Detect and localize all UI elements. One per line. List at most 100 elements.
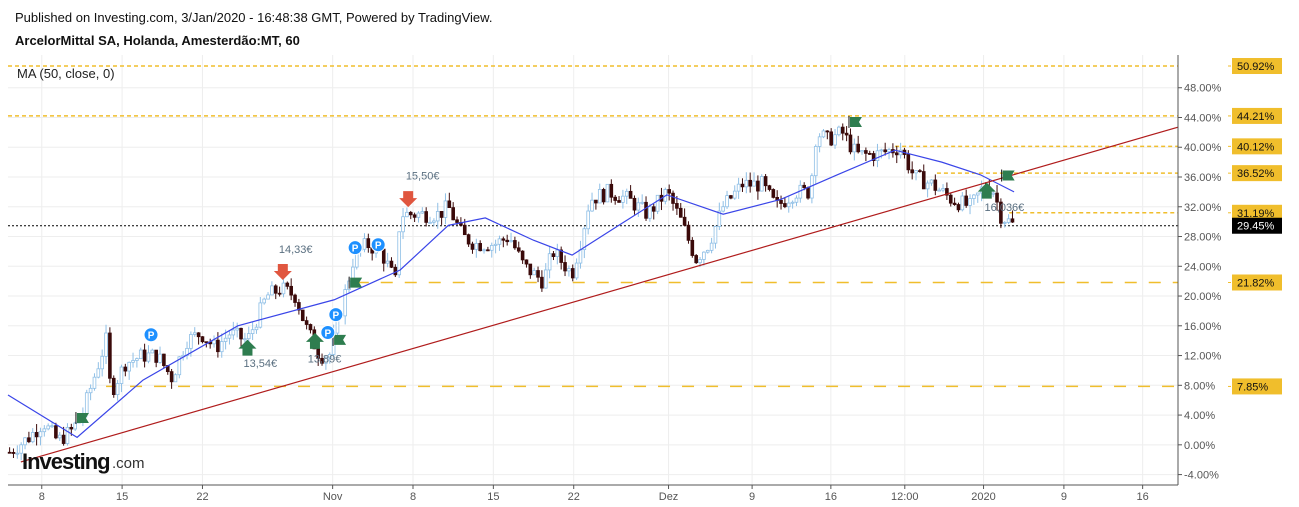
- candle-body: [698, 259, 702, 264]
- candle-body: [239, 327, 243, 340]
- y-tick-label: 40.00%: [1184, 142, 1222, 154]
- candle-body: [721, 206, 725, 212]
- p-marker-icon: [370, 237, 386, 253]
- candle-body: [594, 199, 598, 204]
- x-tick-label: 12:00: [891, 491, 919, 503]
- candle-body: [19, 444, 23, 454]
- candle-body: [343, 289, 347, 317]
- p-marker-label: P: [324, 328, 331, 339]
- candle-body: [277, 292, 282, 295]
- sell-arrow-icon: [273, 263, 292, 280]
- flag-icon: [334, 334, 347, 345]
- level-label-bg: [1232, 107, 1282, 124]
- price-annotation: 13,54€: [243, 358, 277, 370]
- candle-body: [169, 371, 174, 383]
- candle-body: [216, 339, 220, 353]
- candle-body: [648, 206, 652, 219]
- candle-body: [474, 243, 479, 250]
- p-marker-icon: [328, 307, 344, 323]
- candle-body: [829, 131, 833, 146]
- candle-body: [628, 190, 633, 199]
- candle-body: [817, 136, 822, 147]
- x-tick-label: 22: [568, 491, 580, 503]
- candle-body: [196, 332, 201, 338]
- candle-body: [975, 192, 980, 196]
- y-tick-label: 24.00%: [1184, 261, 1222, 273]
- candle-body: [1010, 218, 1015, 223]
- x-tick-label: 8: [410, 491, 416, 503]
- candle-body: [154, 349, 158, 363]
- candle-body: [779, 199, 783, 204]
- candle-body: [875, 150, 880, 161]
- candle-body: [489, 244, 494, 251]
- candle-body: [486, 249, 490, 252]
- level-label: 44.21%: [1237, 111, 1275, 123]
- p-marker-label: P: [352, 244, 359, 255]
- candle-body: [813, 146, 818, 177]
- y-tick-label: 44.00%: [1184, 112, 1222, 124]
- candle-body: [389, 260, 394, 268]
- candle-body: [744, 179, 749, 188]
- candle-body: [786, 202, 791, 208]
- level-label-bg: [1232, 58, 1282, 75]
- candle-body: [543, 269, 548, 289]
- x-tick-label: 22: [196, 491, 208, 503]
- x-tick-label: 15: [116, 491, 128, 503]
- candle-body: [11, 452, 16, 454]
- candle-body: [667, 189, 671, 194]
- published-info: Published on Investing.com, 3/Jan/2020 -…: [15, 10, 493, 25]
- candle-body: [860, 150, 864, 153]
- candle-body: [771, 189, 776, 198]
- candle-body: [320, 357, 324, 364]
- candle-body: [528, 263, 533, 276]
- candle-body: [397, 231, 401, 276]
- candle-body: [92, 376, 97, 389]
- y-tick-label: 0.00%: [1184, 440, 1215, 452]
- candle-body: [289, 285, 293, 296]
- candle-body: [38, 431, 43, 438]
- candle-body: [991, 192, 995, 195]
- price-annotation: 14,33€: [279, 244, 313, 256]
- candle-body: [748, 179, 752, 187]
- buy-arrow-icon: [977, 182, 996, 199]
- candle-body: [856, 143, 860, 153]
- candle-body: [1002, 221, 1007, 224]
- candle-body: [223, 337, 228, 342]
- candle-body: [462, 224, 467, 236]
- candles: [7, 123, 1015, 461]
- candle-body: [300, 309, 305, 322]
- candle-body: [864, 150, 868, 154]
- candle-body: [563, 262, 567, 272]
- grid: [8, 55, 1178, 485]
- candle-body: [73, 422, 77, 430]
- candle-body: [910, 169, 914, 174]
- candle-body: [258, 302, 263, 328]
- level-lines: 50.92% 44.21% 40.12% 36.52% 31.19% 21.82% 7.85…: [8, 58, 1282, 395]
- p-marker-label: P: [333, 311, 340, 322]
- candle-body: [327, 354, 332, 359]
- price-annotation: 16,036€: [985, 202, 1025, 214]
- candle-body: [30, 432, 35, 443]
- candle-body: [651, 206, 656, 212]
- candle-body: [493, 243, 498, 246]
- candle-body: [972, 194, 976, 199]
- level-label: 21.82%: [1237, 277, 1275, 289]
- candle-body: [123, 366, 128, 372]
- candle-body: [501, 238, 506, 241]
- candle-body: [524, 259, 529, 265]
- candle-body: [497, 238, 502, 245]
- x-tick-label: 9: [749, 491, 755, 503]
- p-marker-icon: [320, 324, 336, 340]
- candle-body: [127, 361, 131, 372]
- y-tick-label: -4.00%: [1184, 470, 1219, 482]
- y-tick-label: 20.00%: [1184, 291, 1222, 303]
- candle-body: [420, 211, 425, 214]
- candle-body: [844, 132, 849, 136]
- candle-body: [111, 377, 116, 395]
- candle-body: [285, 282, 290, 287]
- candle-body: [729, 195, 733, 199]
- candle-body: [401, 216, 405, 233]
- candle-body: [833, 134, 837, 146]
- candle-body: [609, 183, 614, 198]
